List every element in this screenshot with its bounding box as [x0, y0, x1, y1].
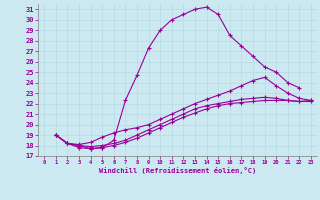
X-axis label: Windchill (Refroidissement éolien,°C): Windchill (Refroidissement éolien,°C)	[99, 167, 256, 174]
